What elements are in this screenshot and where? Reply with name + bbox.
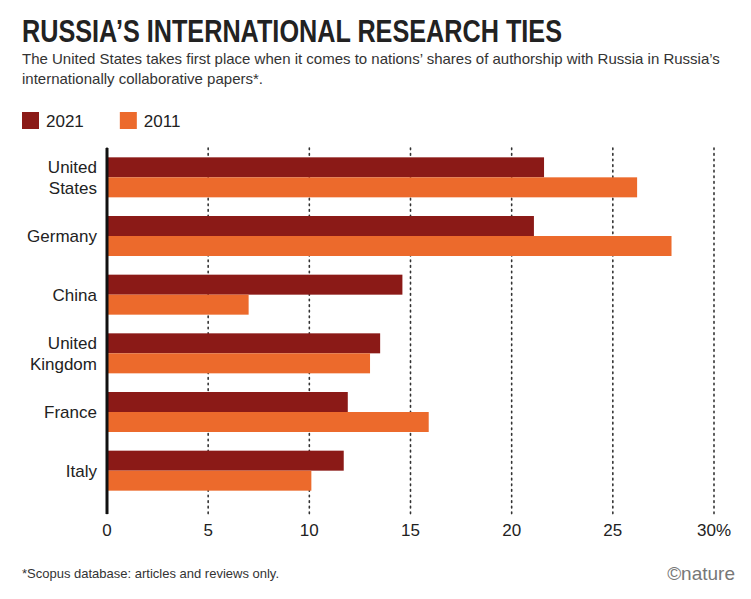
category-label-line: Italy: [66, 462, 98, 481]
source: ©nature: [667, 563, 735, 584]
category-label-line: Kingdom: [30, 355, 97, 374]
legend-item: 2021: [22, 112, 84, 131]
axis-line: [106, 148, 109, 514]
bars: [107, 157, 672, 490]
tick-label: 0: [102, 521, 111, 540]
grid-line: [713, 148, 715, 514]
category-label: United States: [48, 158, 97, 198]
legend-label: 2011: [144, 112, 181, 131]
footnote: *Scopus database: articles and reviews o…: [22, 566, 279, 581]
category-label-line: France: [44, 403, 97, 422]
tick-label: 25: [603, 521, 622, 540]
title: RUSSIA’S INTERNATIONAL RESEARCH TIES: [22, 14, 562, 49]
category-label-line: United: [48, 158, 97, 177]
background: [0, 0, 751, 599]
bar: [107, 177, 637, 197]
legend-item: 2011: [120, 112, 181, 131]
legend-swatch: [120, 112, 137, 129]
bar: [107, 236, 672, 256]
tick-label: 15: [401, 521, 420, 540]
bar: [107, 412, 429, 432]
category-label: United Kingdom: [30, 334, 97, 374]
category-label: Germany: [27, 227, 97, 246]
grid-line: [106, 148, 108, 514]
chart: RUSSIA’S INTERNATIONAL RESEARCH TIESThe …: [0, 0, 751, 599]
category-label-line: States: [49, 179, 97, 198]
tick-label: 5: [203, 521, 212, 540]
bar: [107, 295, 249, 315]
bar: [107, 333, 380, 353]
bar: [107, 392, 348, 412]
grid-line: [511, 148, 513, 514]
category-label-line: Germany: [27, 227, 97, 246]
bar: [107, 216, 534, 236]
subtitle-line: internationally collaborative papers*.: [22, 70, 263, 87]
bar: [107, 353, 370, 373]
category-label: France: [44, 403, 97, 422]
bar: [107, 157, 544, 177]
category-label: Italy: [66, 462, 98, 481]
category-label-line: China: [53, 286, 98, 305]
category-label: China: [53, 286, 98, 305]
bar: [107, 451, 344, 471]
tick-label: 30%: [697, 521, 731, 540]
tick-label: 10: [300, 521, 319, 540]
bar: [107, 471, 311, 491]
legend-swatch: [22, 112, 39, 129]
tick-label: 20: [502, 521, 521, 540]
grid-line: [410, 148, 412, 514]
legend-label: 2021: [46, 112, 84, 131]
subtitle-line: The United States takes first place when…: [22, 50, 720, 67]
category-label-line: United: [48, 334, 97, 353]
grid-line: [612, 148, 614, 514]
subtitle: The United States takes first place when…: [22, 50, 720, 87]
bar: [107, 275, 402, 295]
